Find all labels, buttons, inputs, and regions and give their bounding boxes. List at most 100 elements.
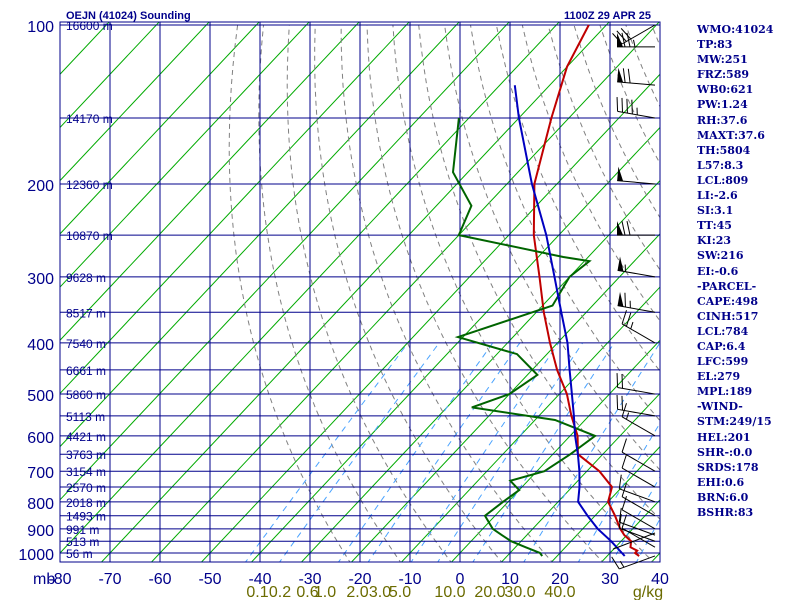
wind-barb-half-feather (625, 412, 630, 420)
indices-panel: WMO:41024 TP:83 MW:251 FRZ:589 WB0:621 PW:1.2… (697, 22, 797, 520)
time-label: 1100Z 29 APR 25 (564, 10, 651, 22)
wind-barb (621, 310, 656, 344)
wind-barb-feather (620, 28, 632, 40)
wind-barb-feather (621, 395, 624, 411)
mixing-ratio-line (523, 342, 660, 562)
wind-barb-staff (621, 416, 656, 437)
wind-barb-staff (617, 180, 656, 185)
dry-adiabat-line (366, 24, 604, 562)
mixing-ratio-line (367, 342, 521, 562)
isotherm-line (60, 22, 510, 501)
wind-barb-feather (631, 99, 633, 115)
pressure-tick-label: 400 (27, 337, 54, 354)
wind-barb (618, 474, 656, 503)
temperature-tick-label: -70 (98, 571, 121, 588)
index-row: MAXT:37.6 (697, 128, 765, 142)
wind-barb-staff (617, 408, 656, 417)
temperature-tick-label: -80 (48, 571, 71, 588)
height-label: 1493 m (66, 510, 106, 524)
index-row: -PARCEL- (697, 279, 757, 293)
wind-barb-feather (618, 474, 622, 489)
wind-barb-pennant (617, 166, 624, 182)
storm-motion-vector (612, 532, 656, 550)
isotherm-line (500, 392, 660, 562)
wind-barb-half-feather (633, 39, 636, 47)
pressure-tick-label: 900 (27, 523, 54, 540)
mixing-ratio-line (472, 342, 615, 562)
dry-adiabat-line (286, 24, 452, 562)
mixing-ratio-line (278, 342, 440, 562)
wind-barb-staff (621, 323, 656, 344)
isotherm-line (200, 73, 660, 562)
wind-barb-feather (621, 373, 624, 389)
index-row: BRN:6.0 (697, 490, 749, 504)
mixing-ratio-line (410, 342, 560, 562)
wind-barb (618, 507, 656, 536)
wind-barb-pennant (617, 256, 624, 272)
parcel-line (513, 85, 626, 557)
wind-barb-feather (618, 507, 622, 523)
wind-barb (617, 32, 655, 48)
wind-barb (617, 256, 656, 278)
wind-barb (616, 97, 656, 119)
isotherm-line (300, 179, 660, 562)
temperature-line (532, 24, 640, 557)
height-label: 2570 m (66, 481, 106, 495)
wind-barb-staff (617, 305, 656, 313)
chart-title: OEJN (41024) Sounding (66, 10, 191, 22)
index-row: TT:45 (697, 219, 732, 233)
temperature-tick-label: 10 (501, 571, 519, 588)
isotherm-line (60, 22, 210, 182)
wind-barb-feather (621, 310, 627, 325)
height-label: 14170 m (66, 112, 113, 126)
index-row: L57:8.3 (697, 158, 744, 172)
height-label: 56 m (66, 547, 93, 561)
index-row: CAP:6.4 (697, 339, 746, 353)
wind-barb (617, 166, 656, 185)
height-label: 16600 m (66, 19, 113, 33)
index-row: WMO:41024 (697, 23, 774, 36)
index-row: LCL:784 (697, 324, 749, 338)
height-label: 513 m (66, 535, 99, 549)
dry-adiabat-line (444, 24, 660, 471)
wind-barb-half-feather (630, 321, 634, 330)
index-row: -WIND- (697, 400, 743, 414)
index-row: FRZ:589 (697, 68, 750, 82)
wind-barb (616, 373, 656, 395)
mixing-ratio-label: 0.6 (296, 584, 318, 600)
index-row: EL:279 (697, 370, 741, 384)
wind-barb-feather (616, 97, 619, 112)
temperature-tick-label: 40 (651, 571, 669, 588)
pressure-tick-label: 300 (27, 271, 54, 288)
mixing-ratio-label: 5.0 (389, 584, 411, 600)
index-row: MW:251 (697, 53, 748, 67)
pressure-tick-label: 100 (27, 19, 54, 36)
temperature-tick-label: -40 (248, 571, 271, 588)
index-row: HEL:201 (697, 430, 751, 444)
dry-adiabats-layer (228, 24, 660, 562)
index-row: TP:83 (697, 38, 733, 52)
wind-barb-staff (619, 488, 656, 503)
wind-barb-feather (611, 556, 620, 570)
pressure-tick-label: 200 (27, 178, 54, 195)
mixing-ratio-label: 30.0 (504, 584, 535, 600)
wind-barb-staff (619, 527, 656, 542)
dry-adiabat-line (314, 24, 503, 562)
height-label: 5860 m (66, 388, 106, 402)
wind-barb-feather (626, 98, 628, 114)
isotherm-line (400, 286, 660, 562)
temperature-tick-label: -30 (298, 571, 321, 588)
wind-barb (621, 454, 656, 488)
temperature-tick-label: 0 (456, 571, 465, 588)
wind-barb (618, 513, 656, 542)
temperature-tick-label: 30 (601, 571, 619, 588)
index-row: EHI:0.6 (697, 475, 745, 489)
wind-barb-half-feather (619, 560, 625, 568)
wind-barb-staff (617, 110, 656, 119)
wind-barb (617, 67, 656, 86)
wind-barb-feather (616, 373, 619, 388)
height-label: 4421 m (66, 430, 106, 444)
wind-barb-feather (621, 514, 627, 529)
height-label: 7540 m (66, 337, 106, 351)
isotherms-layer (60, 22, 660, 562)
